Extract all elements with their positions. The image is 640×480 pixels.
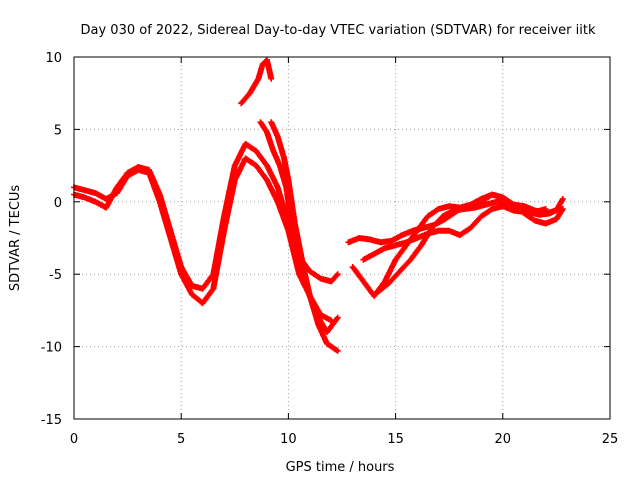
x-tick-label: 10 (280, 432, 297, 447)
y-tick-label: 10 (45, 51, 62, 66)
data-points (268, 119, 341, 336)
data-points (238, 56, 275, 107)
x-tick-label: 15 (387, 432, 404, 447)
y-tick-label: 5 (54, 123, 62, 138)
series-track-9 (375, 198, 564, 295)
series-track-5 (268, 119, 341, 336)
x-tick-label: 0 (70, 432, 78, 447)
grid (74, 57, 610, 419)
y-tick-label: -5 (49, 268, 62, 283)
plot-frame (73, 56, 611, 420)
data-points (375, 198, 564, 295)
axis-ticks: 0 5 10 15 20 25 -15 -10 -5 0 5 10 (41, 51, 619, 447)
y-tick-label: -10 (41, 341, 62, 356)
chart-title: Day 030 of 2022, Sidereal Day-to-day VTE… (81, 23, 596, 38)
x-axis-label: GPS time / hours (286, 460, 395, 475)
plot-area (71, 56, 566, 354)
x-tick-label: 5 (177, 432, 185, 447)
y-tick-label: -15 (41, 413, 62, 428)
y-tick-label: 0 (54, 196, 62, 211)
series-track-3 (238, 56, 275, 107)
x-tick-label: 20 (495, 432, 512, 447)
x-tick-label: 25 (602, 432, 619, 447)
y-axis-label: SDTVAR / TECUs (8, 185, 23, 292)
